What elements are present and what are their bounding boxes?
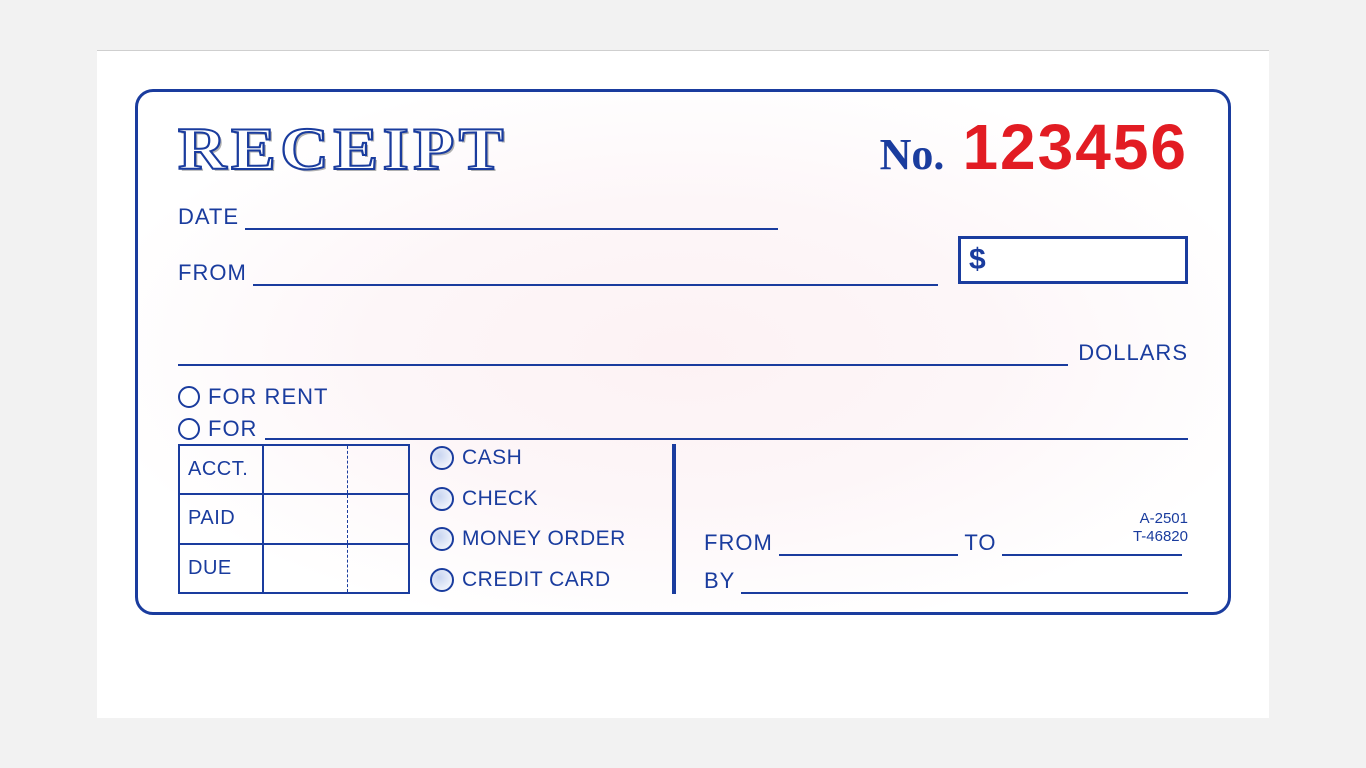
receipt-number: 123456 (962, 110, 1188, 184)
date-row: DATE (178, 204, 778, 230)
for-other-radio[interactable] (178, 418, 200, 440)
date-label: DATE (178, 204, 239, 230)
dollar-sign: $ (969, 243, 986, 277)
for-other-row: FOR (178, 416, 1188, 442)
due-row: DUE (180, 545, 408, 592)
pm-check-row: CHECK (430, 487, 660, 511)
from-label: FROM (178, 260, 247, 286)
amount-box[interactable]: $ (958, 236, 1188, 284)
money-order-radio[interactable] (430, 527, 454, 551)
form-codes: A-2501 T-46820 (1133, 510, 1188, 546)
from-input-line[interactable] (253, 264, 938, 286)
paid-label: PAID (180, 495, 264, 542)
date-input-line[interactable] (245, 208, 778, 230)
dollars-row: DOLLARS (178, 340, 1188, 366)
period-from-label: FROM (704, 530, 773, 556)
pm-cash-row: CASH (430, 446, 660, 470)
for-rent-radio[interactable] (178, 386, 200, 408)
paid-cell-2[interactable] (348, 495, 408, 542)
for-other-label: FOR (208, 416, 257, 442)
receipt-title: RECEIPT (178, 115, 508, 184)
period-from-to-row: FROM TO (704, 530, 1188, 556)
form-code-2: T-46820 (1133, 528, 1188, 546)
check-label: CHECK (462, 487, 538, 511)
purpose-block: FOR RENT FOR (178, 384, 1188, 442)
receipt-number-block: No. 123456 (880, 110, 1188, 184)
number-label: No. (880, 129, 945, 180)
dollars-written-line[interactable] (178, 344, 1068, 366)
account-table: ACCT. PAID DUE (178, 444, 410, 594)
pm-credit-card-row: CREDIT CARD (430, 568, 660, 592)
check-radio[interactable] (430, 487, 454, 511)
money-order-label: MONEY ORDER (462, 527, 626, 551)
credit-card-label: CREDIT CARD (462, 568, 611, 592)
receipt-header: RECEIPT No. 123456 (178, 110, 1188, 190)
period-block: A-2501 T-46820 FROM TO BY (676, 444, 1188, 594)
pm-money-order-row: MONEY ORDER (430, 527, 660, 551)
for-other-input-line[interactable] (265, 418, 1188, 440)
acct-cell-2[interactable] (348, 446, 408, 493)
cash-label: CASH (462, 446, 522, 470)
period-from-line[interactable] (779, 536, 959, 556)
cash-radio[interactable] (430, 446, 454, 470)
by-signature-line[interactable] (741, 574, 1188, 594)
bottom-section: ACCT. PAID DUE CASH (178, 444, 1188, 594)
paid-row: PAID (180, 495, 408, 544)
for-rent-label: FOR RENT (208, 384, 328, 410)
by-label: BY (704, 568, 735, 594)
period-to-label: TO (964, 530, 996, 556)
acct-label: ACCT. (180, 446, 264, 493)
due-cell-2[interactable] (348, 545, 408, 592)
paid-cell-1[interactable] (264, 495, 348, 542)
by-row: BY (704, 568, 1188, 594)
dollars-label: DOLLARS (1078, 340, 1188, 366)
page-frame: RECEIPT No. 123456 DATE $ FROM DOLLARS F… (97, 50, 1269, 718)
receipt-form: RECEIPT No. 123456 DATE $ FROM DOLLARS F… (135, 89, 1231, 615)
due-cell-1[interactable] (264, 545, 348, 592)
form-code-1: A-2501 (1133, 510, 1188, 528)
from-row: FROM (178, 260, 938, 286)
acct-cell-1[interactable] (264, 446, 348, 493)
credit-card-radio[interactable] (430, 568, 454, 592)
payment-methods: CASH CHECK MONEY ORDER CREDIT CARD (430, 444, 660, 594)
for-rent-row: FOR RENT (178, 384, 1188, 410)
acct-row: ACCT. (180, 446, 408, 495)
due-label: DUE (180, 545, 264, 592)
